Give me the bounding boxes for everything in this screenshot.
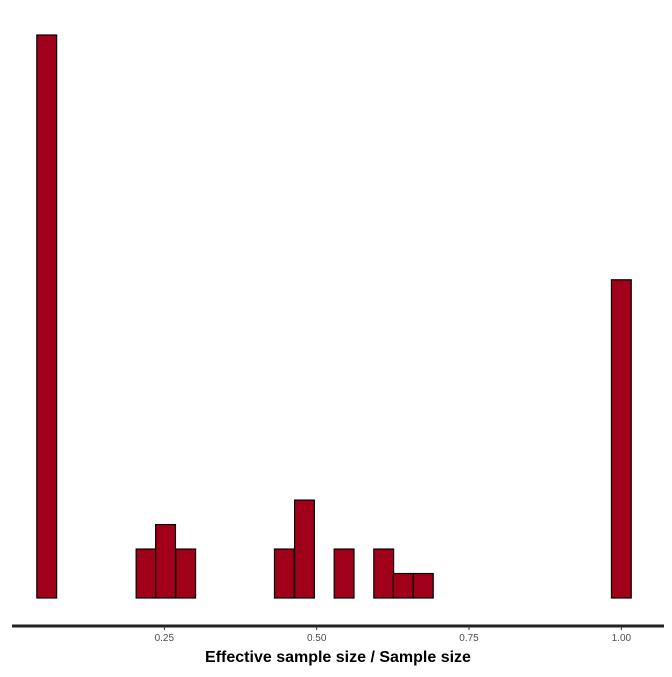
- histogram-bar: [175, 548, 197, 599]
- histogram-bar: [373, 548, 395, 599]
- x-tick-label: 0.50: [307, 633, 327, 644]
- x-axis-title: Effective sample size / Sample size: [205, 649, 471, 666]
- histogram-bar: [293, 499, 315, 599]
- x-tick-label: 0.25: [155, 633, 175, 644]
- x-tick-label: 0.75: [459, 633, 479, 644]
- histogram-bar: [155, 523, 177, 599]
- x-ticks-group: 0.25 0.50 0.75 1.00: [155, 626, 632, 644]
- histogram-bar: [273, 548, 295, 599]
- x-tick-label: 1.00: [612, 633, 632, 644]
- histogram-bar: [412, 572, 434, 599]
- bars-group: [36, 34, 632, 599]
- histogram-bar: [333, 548, 355, 599]
- histogram-bar: [135, 548, 157, 599]
- histogram-bar: [392, 572, 414, 599]
- histogram-bar: [610, 279, 632, 599]
- histogram-bar: [36, 34, 58, 599]
